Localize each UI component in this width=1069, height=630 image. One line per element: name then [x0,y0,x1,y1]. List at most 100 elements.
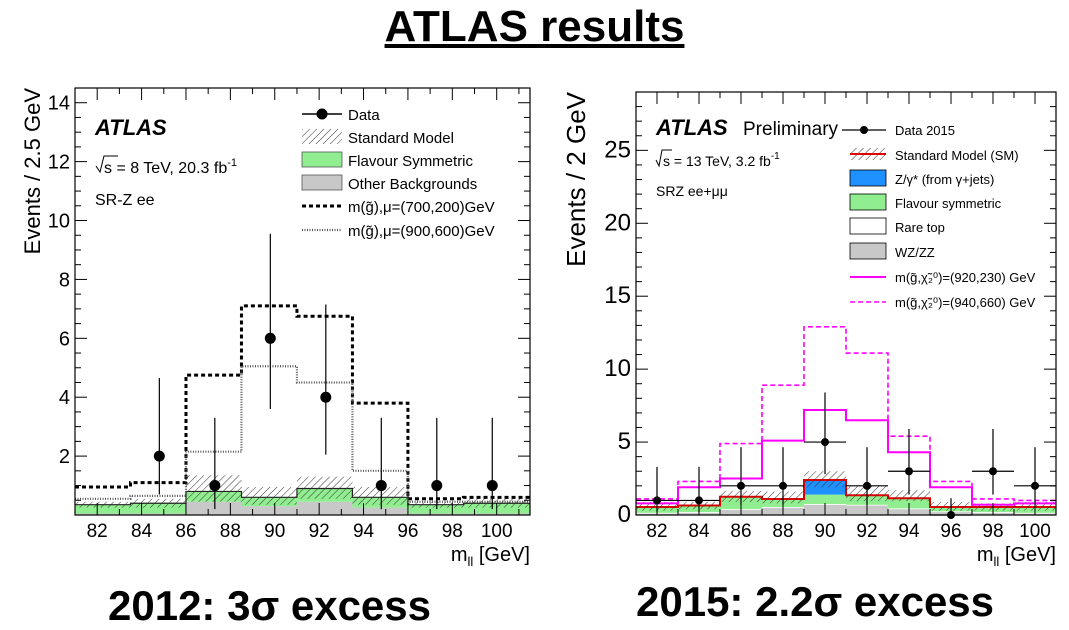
plot-frame [74,87,531,516]
data-point-6 [486,480,498,492]
sqrt-sign [95,155,118,174]
caption-2012: 2012: 3σ excess [108,582,431,629]
sm-band-6 [407,501,464,508]
legend-label-2: Flavour Symmetric [348,153,474,170]
sm-band-5 [352,487,408,505]
bar-other-backgrounds-1 [130,513,186,515]
x-tick-label-88: 88 [220,521,241,542]
data-point-0 [153,450,165,462]
legend-label-5: m(g̃),μ=(900,600)GeV [348,223,495,240]
caption-2015: 2015: 2.2σ excess [636,578,995,625]
y-tick-label-4: 4 [59,387,70,409]
y-tick-label-2: 2 [59,446,70,468]
x-tick-label-92: 92 [309,521,330,542]
x-axis-label: mll [GeV] [977,544,1056,569]
legend-label-1: Standard Model (SM) [895,148,1019,163]
data-point-8 [989,467,997,476]
y-axis-label: Events / 2.5 GeV [20,88,45,255]
bar-flavour-symmetric-1 [130,503,186,514]
bar-flavour-symmetric-0 [75,504,131,514]
energy-label: s = 8 TeV, 20.3 fb-1 [104,157,237,177]
x-tick-label-96: 96 [397,521,418,542]
legend-marker-data-dot [316,108,328,120]
page-title: ATLAS results [384,2,685,51]
legend-label-0: Data [348,107,380,124]
y-tick-label-8: 8 [59,269,70,291]
data-point-6 [905,467,913,476]
sm-band-3 [241,487,297,505]
legend-marker-data-dot [860,126,868,134]
legend-label-7: m(g̃,χ̃₂⁰)=(940,660) GeV [895,295,1036,310]
sqrt-sign [655,149,672,168]
x-tick-label-84: 84 [131,521,153,542]
legend-label-4: Rare top [895,220,945,235]
x-tick-label-100: 100 [481,521,513,542]
data-point-3 [320,391,332,403]
x-tick-label-84: 84 [688,521,710,542]
bar-other-backgrounds-6 [407,513,464,515]
region-label: SRZ ee+μμ [656,183,728,199]
y-tick-label-5: 5 [618,428,631,455]
x-axis-label: mll [GeV] [451,544,530,569]
y-axis-label: Events / 2 GeV [561,91,591,267]
y-tick-label-6: 6 [59,328,70,350]
signal-line-1 [75,365,530,503]
x-tick-label-90: 90 [264,521,285,542]
legend-label-0: Data 2015 [895,123,955,138]
sm-band-0 [75,501,131,508]
data-point-4 [821,438,829,447]
preliminary-label: Preliminary [743,119,839,140]
data-point-4 [375,480,387,492]
legend-label-3: Flavour symmetric [895,196,1002,211]
legend-swatch-wzzz [849,242,887,260]
x-tick-label-92: 92 [856,521,877,542]
legend-label-4: m(g̃),μ=(700,200)GeV [348,199,495,216]
x-tick-label-94: 94 [898,521,920,542]
x-tick-label-98: 98 [982,521,1003,542]
signal-line-0 [75,304,530,501]
data-point-2 [264,332,276,344]
data-point-0 [653,496,661,505]
sm-band-4 [804,471,846,488]
atlas-label: ATLAS [655,115,728,140]
legend-label-3: Other Backgrounds [348,176,477,193]
x-tick-label-82: 82 [87,521,108,542]
legend-swatch-raretop [849,217,887,235]
bar-other-backgrounds-3 [241,506,297,515]
data-point-1 [209,480,221,492]
x-tick-label-88: 88 [772,521,793,542]
legend-label-6: m(g̃,χ̃₂⁰)=(920,230) GeV [895,270,1036,285]
data-point-5 [431,480,443,492]
x-tick-label-86: 86 [175,521,196,542]
bar-other-backgrounds-4 [296,501,353,515]
x-tick-label-86: 86 [730,521,751,542]
y-tick-label-12: 12 [48,152,70,174]
x-tick-label-98: 98 [442,521,463,542]
data-point-1 [695,496,703,505]
y-tick-label-25: 25 [604,136,631,163]
sm-band-1 [130,498,186,508]
legend-swatch-zgamma [849,169,887,187]
x-tick-label-100: 100 [1019,521,1051,542]
x-tick-label-82: 82 [646,521,667,542]
y-tick-label-0: 0 [618,501,631,528]
x-tick-label-90: 90 [814,521,835,542]
legend-label-5: WZ/ZZ [895,245,935,260]
y-tick-label-10: 10 [604,355,631,382]
sm-band-6 [888,490,930,502]
x-tick-label-96: 96 [940,521,961,542]
y-tick-label-20: 20 [604,209,631,236]
legend-swatch-flavour [301,151,343,168]
signal-line-1 [636,326,1056,502]
bar-other-backgrounds-2 [185,501,242,515]
bar-other-backgrounds-0 [75,513,131,515]
y-tick-label-15: 15 [604,282,631,309]
data-point-5 [863,481,871,490]
atlas-label: ATLAS [94,115,167,140]
data-point-3 [779,481,787,490]
bar-flavour-symmetric-4 [804,494,846,505]
legend-label-1: Standard Model [348,130,454,147]
bar-flavour-symmetric-6 [407,504,464,514]
